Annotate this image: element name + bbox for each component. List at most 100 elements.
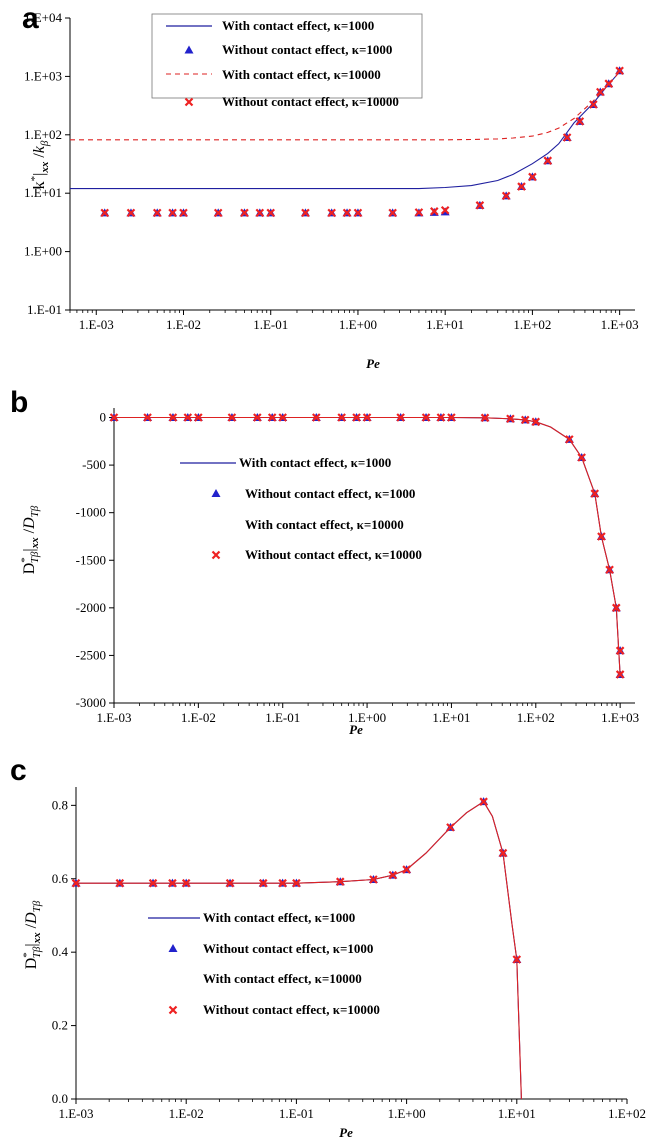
legend-entry: Without contact effect, κ=1000 xyxy=(203,941,373,956)
panel-b-label: b xyxy=(10,386,28,419)
legend-entry: Without contact effect, κ=10000 xyxy=(245,547,422,562)
data-point-x xyxy=(440,206,450,215)
series-line xyxy=(70,71,621,141)
x-tick-label: 1.E-01 xyxy=(265,710,300,725)
data-point-x xyxy=(498,848,508,858)
y-tick-label: -500 xyxy=(82,457,106,472)
x-tick-label: 1.E-02 xyxy=(181,710,216,725)
data-point-x xyxy=(183,413,193,422)
data-point-x xyxy=(312,413,321,422)
data-point-x xyxy=(590,489,600,498)
data-point-x xyxy=(562,133,572,142)
data-point-x xyxy=(436,413,446,422)
y-tick-label: 1.E+04 xyxy=(24,10,63,25)
data-point-x xyxy=(194,413,203,422)
panel-a-xlabel: Pe xyxy=(366,356,380,371)
series-1 xyxy=(71,797,522,964)
legend-swatch-triangle xyxy=(168,944,178,952)
data-point-x xyxy=(589,100,598,109)
x-tick-label: 1.E+00 xyxy=(348,710,386,725)
panel-c: c D*Tβ|xx /DTβ Pe 1.E-03 1.E-02 1.E-01 1.E+… xyxy=(10,754,646,1140)
data-point-x xyxy=(109,413,119,422)
series-3 xyxy=(71,797,522,964)
series-line xyxy=(76,800,522,1100)
data-point-x xyxy=(152,208,162,218)
x-tick-label: 1.E-03 xyxy=(96,710,131,725)
data-point-x xyxy=(506,414,515,424)
data-point-x xyxy=(327,208,336,218)
data-point-x xyxy=(227,413,237,422)
data-point-x xyxy=(353,208,363,218)
y-tick-label: -1000 xyxy=(76,505,106,520)
data-point-x xyxy=(479,797,488,806)
data-point-x xyxy=(240,208,249,218)
y-tick-label: -2500 xyxy=(76,647,106,662)
data-point-x xyxy=(335,877,345,886)
data-point-x xyxy=(475,201,485,210)
legend-entry: With contact effect, κ=1000 xyxy=(239,455,391,470)
panel-b: b D*Tβ|xx /DTβ Pe 1.E-03 1.E-02 1.E-01 1.E+… xyxy=(10,386,639,737)
data-point-x xyxy=(337,413,346,422)
data-point-x xyxy=(604,79,614,88)
data-point-x xyxy=(531,417,541,427)
data-point-x xyxy=(168,413,178,422)
y-tick-label: -3000 xyxy=(76,695,106,710)
x-tick-label: 1.E-03 xyxy=(79,317,114,332)
data-point-x xyxy=(278,413,287,422)
data-point-x xyxy=(362,413,372,422)
x-tick-label: 1.E+01 xyxy=(426,317,464,332)
x-tick-label: 1.E-02 xyxy=(169,1106,204,1121)
svg-text:k*|xx /kβ: k*|xx /kβ xyxy=(29,140,51,189)
legend-entry: Without contact effect, κ=10000 xyxy=(203,1002,380,1017)
legend-entry: With contact effect, κ=10000 xyxy=(222,67,381,82)
data-point-x xyxy=(615,66,624,76)
legend-entry: Without contact effect, κ=1000 xyxy=(245,486,415,501)
data-point-x xyxy=(480,413,490,423)
legend-entry: With contact effect, κ=10000 xyxy=(203,971,362,986)
data-point-x xyxy=(100,208,109,218)
series-1 xyxy=(109,413,625,678)
legend-box xyxy=(151,13,423,99)
series-0 xyxy=(70,71,621,190)
legend-swatch-x xyxy=(184,97,194,107)
series-3 xyxy=(100,66,624,218)
legend: With contact effect, κ=1000 Without cont… xyxy=(151,13,423,109)
data-point-x xyxy=(543,156,553,165)
data-point-x xyxy=(430,207,439,216)
y-tick-label: 1.E+03 xyxy=(24,68,62,83)
data-point-x xyxy=(168,878,177,888)
y-tick-label: 0.0 xyxy=(52,1091,68,1106)
data-point-x xyxy=(575,117,585,126)
series-line xyxy=(70,71,621,190)
panel-a-label: a xyxy=(22,2,39,35)
x-tick-label: 1.E+01 xyxy=(432,710,470,725)
panel-a-ylabel: k*|xx /kβ xyxy=(29,140,51,189)
y-tick-label: 0.4 xyxy=(52,944,69,959)
data-point-x xyxy=(565,435,574,444)
x-tick-label: 1.E-01 xyxy=(253,317,288,332)
x-tick-label: 1.E+00 xyxy=(388,1106,426,1121)
legend-entry: With contact effect, κ=10000 xyxy=(245,517,404,532)
data-point-x xyxy=(168,208,177,218)
x-tick-label: 1.E-03 xyxy=(58,1106,93,1121)
x-tick-label: 1.E+01 xyxy=(498,1106,536,1121)
data-point-x xyxy=(577,453,586,462)
legend-entry: Without contact effect, κ=1000 xyxy=(222,42,392,57)
data-point-x xyxy=(605,565,614,575)
x-tick-label: 1.E-02 xyxy=(166,317,201,332)
data-point-x xyxy=(369,875,378,884)
data-point-x xyxy=(213,208,223,218)
data-point-x xyxy=(342,208,352,218)
x-tick-label: 1.E+03 xyxy=(601,317,639,332)
data-point-x xyxy=(528,172,537,182)
legend-swatch-x xyxy=(211,550,221,560)
series-2 xyxy=(70,71,621,141)
data-point-x xyxy=(179,208,188,218)
data-point-x xyxy=(352,413,361,422)
data-point-x xyxy=(388,208,397,218)
y-tick-label: -1500 xyxy=(76,552,106,567)
y-tick-label: 1.E+00 xyxy=(24,244,62,259)
y-tick-label: 1.E+01 xyxy=(24,185,62,200)
data-point-x xyxy=(253,413,262,422)
